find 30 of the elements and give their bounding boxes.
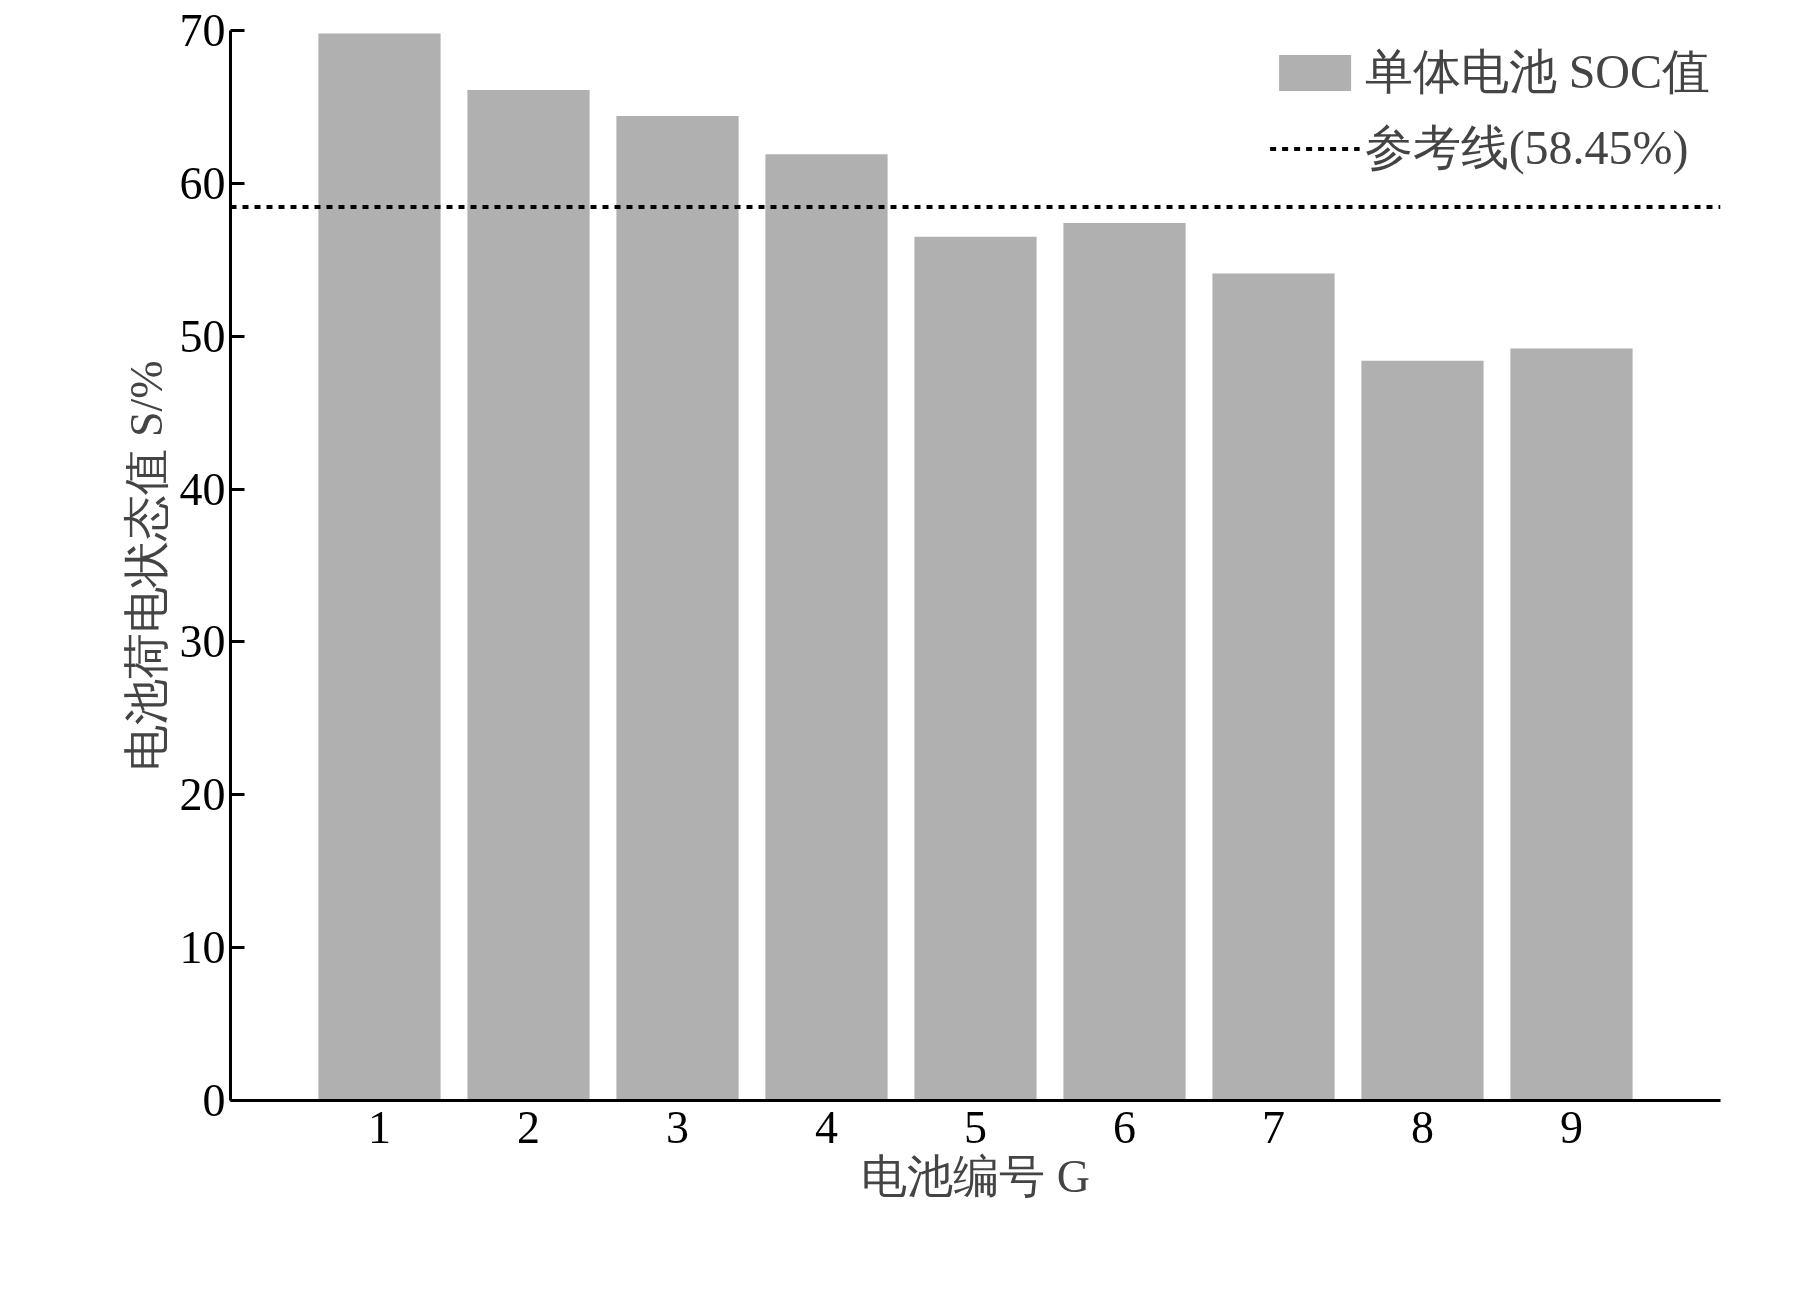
bar: [1212, 273, 1335, 1101]
y-tick-label: 0: [202, 1075, 226, 1126]
bar: [765, 154, 888, 1101]
x-tick-label: 4: [815, 1101, 838, 1153]
y-tick-label: 70: [179, 5, 226, 56]
bar: [467, 90, 590, 1101]
legend-label: 单体电池 SOC值: [1364, 44, 1710, 100]
x-tick-label: 1: [368, 1101, 391, 1153]
x-axis-title: 电池编号 G: [861, 1150, 1090, 1202]
x-tick-label: 5: [964, 1101, 987, 1153]
y-tick-label: 10: [179, 922, 226, 974]
x-tick-label: 7: [1262, 1101, 1285, 1153]
y-tick-label: 30: [179, 616, 226, 668]
bar: [1063, 223, 1186, 1101]
x-tick-label: 2: [517, 1101, 540, 1153]
x-tick-label: 8: [1411, 1101, 1434, 1153]
bar: [1510, 348, 1633, 1101]
legend-label: 参考线(58.45%): [1364, 120, 1689, 177]
y-tick-label: 40: [179, 463, 226, 515]
bar: [616, 116, 739, 1101]
y-tick-label: 60: [179, 157, 226, 209]
x-tick-label: 9: [1560, 1101, 1583, 1153]
bar: [914, 236, 1037, 1101]
x-tick-label: 6: [1113, 1101, 1136, 1153]
y-tick-label: 50: [179, 310, 226, 362]
bar: [318, 33, 441, 1101]
x-tick-label: 3: [666, 1101, 689, 1153]
bar: [1361, 360, 1484, 1101]
y-tick-label: 20: [179, 769, 226, 821]
y-axis-title: 电池荷电状态值 S/%: [120, 360, 172, 771]
